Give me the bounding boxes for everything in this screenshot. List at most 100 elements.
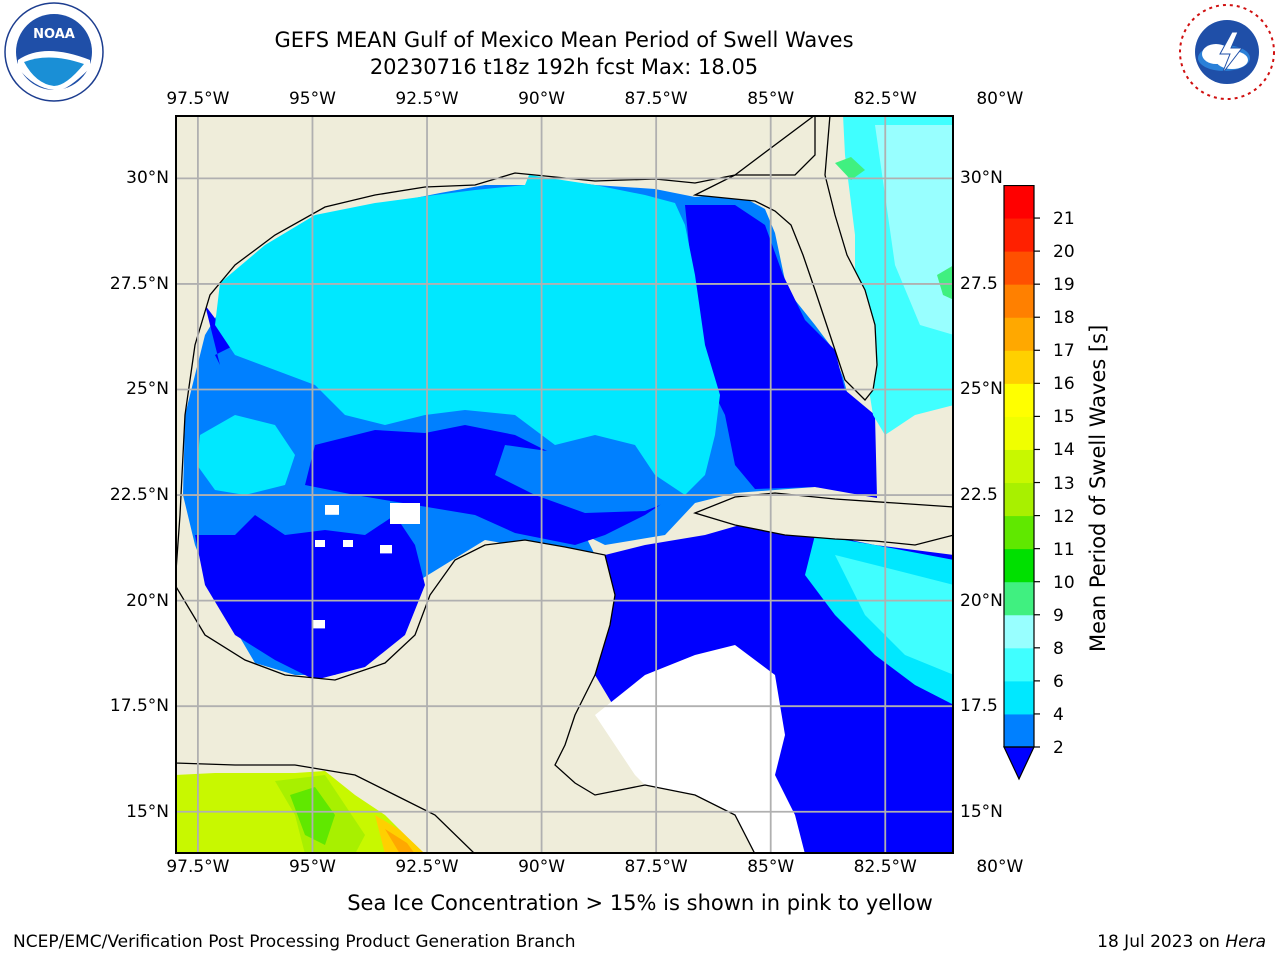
colorbar-segment [1004, 482, 1034, 517]
swell-period-map [175, 115, 954, 854]
colorbar-level-label: 9 [1053, 605, 1064, 626]
lon-tick-label-bottom: 97.5°W [166, 857, 230, 877]
lon-tick-label-top: 82.5°W [853, 89, 917, 109]
eastern-gulf-lt2s [685, 205, 877, 498]
central-gulf-lt2s [305, 425, 675, 545]
map-subtitle: 20230716 t18z 192h fcst Max: 18.05 [369, 55, 759, 79]
lon-tick-label-top: 95°W [288, 89, 336, 109]
lat-tick-label-right: 20°N [960, 590, 1003, 611]
central-gulf-2to4s [495, 445, 685, 513]
lat-tick-label-right: 15°N [960, 801, 1003, 822]
colorbar-segment [1004, 416, 1034, 450]
lon-tick-label-bottom: 82.5°W [853, 857, 917, 877]
colorbar-level-label: 20 [1053, 242, 1075, 263]
colorbar-segment [1004, 647, 1034, 682]
colorbar-under-arrow [1003, 746, 1035, 781]
lon-tick-label-top: 92.5°W [395, 89, 459, 109]
lat-tick-label-right: 25°N [960, 379, 1003, 400]
colorbar-level-label: 12 [1053, 506, 1075, 527]
footer-credit: NCEP/EMC/Verification Post Processing Pr… [13, 932, 576, 952]
colorbar-segment [1004, 218, 1034, 252]
colorbar-title: Mean Period of Swell Waves [s] [1086, 324, 1110, 652]
lon-tick-label-bottom: 92.5°W [395, 857, 459, 877]
colorbar-level-label: 6 [1053, 671, 1064, 692]
western-gulf-4to6s [197, 415, 295, 495]
noaa-logo-icon: NOAA [4, 2, 104, 102]
pacific-17to18s [385, 829, 415, 854]
lon-tick-label-bottom: 87.5°W [624, 857, 688, 877]
colorbar-segment [1004, 350, 1034, 384]
colorbar-level-label: 11 [1053, 539, 1075, 560]
colorbar-frame [1003, 185, 1035, 748]
missing-data-cell [313, 620, 325, 629]
lat-tick-label-left: 27.5°N [109, 273, 169, 294]
colorbar-level-label: 8 [1053, 638, 1064, 659]
footer-date-text: 18 Jul 2023 on [1097, 932, 1226, 952]
missing-data-cell [325, 505, 339, 515]
missing-data-cell [315, 540, 325, 547]
lon-tick-label-bottom: 80°W [976, 857, 1024, 877]
map-frame [175, 115, 954, 854]
mexico-yucatan-land [175, 539, 756, 854]
texas-shelf-lt2s [205, 305, 235, 365]
lat-tick-label-left: 22.5°N [109, 485, 169, 506]
colorbar-segment [1004, 614, 1034, 649]
lon-tick-label-bottom: 95°W [288, 857, 336, 877]
colorbar-segment [1004, 185, 1034, 219]
colorbar-level-label: 14 [1053, 440, 1075, 461]
svg-text:NOAA: NOAA [33, 27, 75, 42]
colorbar-segment [1004, 548, 1034, 583]
florida-land [692, 115, 878, 401]
lon-tick-label-bottom: 85°W [747, 857, 795, 877]
campeche-swell-lt2s [195, 515, 425, 680]
colorbar-level-label: 16 [1053, 374, 1075, 395]
lat-tick-label-left: 15°N [126, 801, 169, 822]
pacific-16to17s [375, 815, 425, 854]
lon-tick-label-top: 87.5°W [624, 89, 688, 109]
northern-gulf-4to6s [215, 175, 720, 495]
colorbar-segment [1004, 581, 1034, 616]
colorbar-level-label: 2 [1053, 738, 1064, 758]
colorbar-level-label: 4 [1053, 704, 1064, 725]
colorbar-level-label: 13 [1053, 473, 1075, 494]
colorbar-segment [1004, 680, 1034, 715]
nws-logo-icon [1176, 2, 1278, 102]
caribbean-missing-data [595, 645, 805, 854]
colorbar-level-label: 10 [1053, 572, 1075, 593]
missing-data-cell [343, 540, 353, 547]
cuba-land [693, 492, 954, 546]
colorbar-level-label: 18 [1053, 308, 1075, 329]
lon-tick-label-top: 90°W [518, 89, 566, 109]
colorbar-segment [1004, 449, 1034, 484]
colorbar-level-label: 15 [1053, 407, 1075, 428]
lon-tick-label-top: 85°W [747, 89, 795, 109]
colorbar-segment [1004, 317, 1034, 351]
missing-data-cell [380, 545, 392, 554]
colorbar-level-label: 17 [1053, 341, 1075, 362]
sea-ice-note: Sea Ice Concentration > 15% is shown in … [347, 891, 933, 915]
lat-tick-label-right: 22.5 [960, 485, 998, 506]
lat-tick-label-left: 30°N [126, 168, 169, 189]
colorbar-segment [1004, 383, 1034, 417]
footer-date: 18 Jul 2023 on Hera [1097, 932, 1266, 952]
colorbar-segment [1004, 713, 1034, 748]
lat-tick-label-right: 17.5 [960, 696, 998, 717]
lat-tick-label-left: 17.5°N [109, 696, 169, 717]
map-title: GEFS MEAN Gulf of Mexico Mean Period of … [274, 28, 854, 52]
footer-host: Hera [1225, 932, 1266, 952]
lon-tick-label-top: 80°W [976, 89, 1024, 109]
lon-tick-label-bottom: 90°W [518, 857, 566, 877]
colorbar-level-label: 21 [1053, 209, 1075, 230]
lat-tick-label-left: 25°N [126, 379, 169, 400]
caribbean-6to8s [835, 555, 954, 675]
atlantic-9to10s-patch [835, 157, 865, 180]
colorbar-level-label: 19 [1053, 275, 1075, 296]
us-gulf-coast-land [175, 115, 817, 586]
lat-tick-label-right: 27.5 [960, 273, 998, 294]
atlantic-9to10s-patch-2 [937, 265, 954, 300]
colorbar-segment [1004, 251, 1034, 285]
colorbar-segment [1004, 515, 1034, 550]
lat-tick-label-right: 30°N [960, 168, 1003, 189]
colorbar [1000, 185, 1050, 785]
missing-data-cell [390, 503, 420, 524]
